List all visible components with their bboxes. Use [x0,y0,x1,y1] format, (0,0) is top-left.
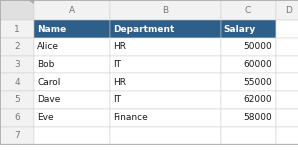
Bar [0,109,34,127]
Bar [276,73,298,91]
Bar [110,91,221,109]
Bar [110,38,221,56]
Text: Name: Name [37,25,66,34]
Bar [0,20,34,38]
Text: Carol: Carol [37,78,60,87]
Bar [276,20,298,38]
Bar [0,91,34,109]
Bar [276,56,298,73]
Text: IT: IT [113,60,121,69]
Text: Department: Department [113,25,175,34]
Bar [0,56,34,73]
Bar [34,20,110,38]
Text: D: D [285,6,293,15]
Text: 6: 6 [14,113,20,122]
Bar [276,38,298,56]
Text: 5: 5 [14,95,20,104]
Bar [221,20,276,38]
Text: 60000: 60000 [243,60,272,69]
Text: 3: 3 [14,60,20,69]
Bar [34,91,110,109]
Bar [0,127,34,144]
Text: 55000: 55000 [243,78,272,87]
Bar [221,0,276,20]
Text: Eve: Eve [37,113,54,122]
Bar [0,38,34,56]
Text: B: B [162,6,168,15]
Text: 1: 1 [14,25,20,34]
Bar [276,91,298,109]
Text: IT: IT [113,95,121,104]
Bar [221,109,276,127]
Bar [34,0,110,20]
Bar [110,127,221,144]
Text: 62000: 62000 [243,95,272,104]
Text: 7: 7 [14,131,20,140]
Text: Finance: Finance [113,113,148,122]
Bar [276,109,298,127]
Text: Salary: Salary [224,25,256,34]
Bar [0,73,34,91]
Bar [221,38,276,56]
Bar [34,127,110,144]
Bar [34,73,110,91]
Bar [0,0,34,20]
Text: HR: HR [113,42,126,51]
Text: A: A [69,6,75,15]
Bar [34,109,110,127]
Text: Dave: Dave [37,95,60,104]
Bar [221,127,276,144]
Text: Bob: Bob [37,60,55,69]
Bar [110,20,221,38]
Bar [34,38,110,56]
Polygon shape [28,0,34,4]
Bar [0,0,298,144]
Bar [221,56,276,73]
Text: HR: HR [113,78,126,87]
Bar [110,73,221,91]
Bar [110,109,221,127]
Bar [110,56,221,73]
Text: Alice: Alice [37,42,59,51]
Bar [34,56,110,73]
Bar [110,0,221,20]
Text: C: C [245,6,251,15]
Text: 58000: 58000 [243,113,272,122]
Text: 50000: 50000 [243,42,272,51]
Bar [221,73,276,91]
Bar [276,0,298,20]
Bar [276,127,298,144]
Bar [221,91,276,109]
Text: 4: 4 [14,78,20,87]
Text: 2: 2 [14,42,20,51]
